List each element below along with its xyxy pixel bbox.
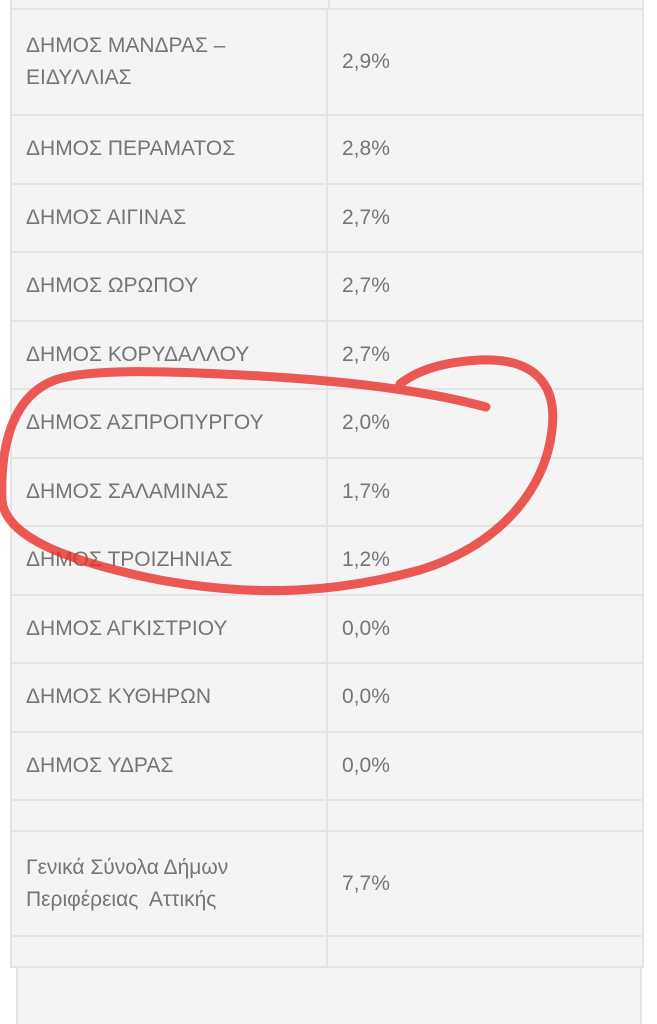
next-table-section [16, 968, 642, 1024]
percentage-value: 2,8% [326, 114, 644, 185]
percentage-value: 2,7% [326, 319, 644, 390]
percentage-value: 2,0% [326, 388, 644, 459]
municipality-name: ΔΗΜΟΣ ΩΡΩΠΟΥ [10, 251, 328, 322]
table-row: ΔΗΜΟΣ ΚΥΘΗΡΩΝ 0,0% [10, 662, 644, 733]
table-row: ΔΗΜΟΣ ΤΡΟΙΖΗΝΙΑΣ 1,2% [10, 525, 644, 596]
total-value: 7,7% [326, 830, 644, 937]
total-label-line1: Γενικά Σύνολα Δήμων [26, 855, 229, 879]
empty-cell [10, 935, 328, 968]
municipality-name: ΔΗΜΟΣ ΣΑΛΑΜΙΝΑΣ [10, 456, 328, 527]
total-label-line2: Περιφέρειας Αττικής [26, 887, 217, 911]
percentage-value: 2,7% [326, 182, 644, 253]
municipality-name: ΔΗΜΟΣ ΠΕΡΑΜΑΤΟΣ [10, 114, 328, 185]
table-top-edge [10, 0, 644, 8]
table-row: ΔΗΜΟΣ ΑΓΚΙΣΤΡΙΟΥ 0,0% [10, 593, 644, 664]
municipality-name: ΔΗΜΟΣ ΜΑΝΔΡΑΣ – ΕΙΔΥΛΛΙΑΣ [10, 8, 328, 116]
table-row: ΔΗΜΟΣ ΥΔΡΑΣ 0,0% [10, 730, 644, 801]
table-row: ΔΗΜΟΣ ΑΣΠΡΟΠΥΡΓΟΥ 2,0% [10, 388, 644, 459]
municipality-name: ΔΗΜΟΣ ΑΓΚΙΣΤΡΙΟΥ [10, 593, 328, 664]
total-row: Γενικά Σύνολα Δήμων Περιφέρειας Αττικής … [10, 830, 644, 937]
total-label: Γενικά Σύνολα Δήμων Περιφέρειας Αττικής [10, 830, 328, 937]
percentage-value: 1,7% [326, 456, 644, 527]
empty-row [10, 799, 644, 832]
municipality-name: ΔΗΜΟΣ ΤΡΟΙΖΗΝΙΑΣ [10, 525, 328, 596]
municipality-table: ΔΗΜΟΣ ΜΑΝΔΡΑΣ – ΕΙΔΥΛΛΙΑΣ 2,9% ΔΗΜΟΣ ΠΕΡ… [10, 8, 644, 968]
municipality-name: ΔΗΜΟΣ ΚΥΘΗΡΩΝ [10, 662, 328, 733]
table-row: ΔΗΜΟΣ ΩΡΩΠΟΥ 2,7% [10, 251, 644, 322]
percentage-value: 0,0% [326, 662, 644, 733]
table-row: ΔΗΜΟΣ ΚΟΡΥΔΑΛΛΟΥ 2,7% [10, 319, 644, 390]
municipality-name: ΔΗΜΟΣ ΥΔΡΑΣ [10, 730, 328, 801]
empty-row [10, 935, 644, 968]
percentage-value: 1,2% [326, 525, 644, 596]
table-row: ΔΗΜΟΣ ΠΕΡΑΜΑΤΟΣ 2,8% [10, 114, 644, 185]
table-row: ΔΗΜΟΣ ΑΙΓΙΝΑΣ 2,7% [10, 182, 644, 253]
percentage-value: 2,7% [326, 251, 644, 322]
municipality-name: ΔΗΜΟΣ ΚΟΡΥΔΑΛΛΟΥ [10, 319, 328, 390]
empty-cell [10, 799, 328, 832]
municipality-table-container: ΔΗΜΟΣ ΜΑΝΔΡΑΣ – ΕΙΔΥΛΛΙΑΣ 2,9% ΔΗΜΟΣ ΠΕΡ… [10, 0, 644, 968]
table-row: ΔΗΜΟΣ ΣΑΛΑΜΙΝΑΣ 1,7% [10, 456, 644, 527]
municipality-name: ΔΗΜΟΣ ΑΣΠΡΟΠΥΡΓΟΥ [10, 388, 328, 459]
municipality-name: ΔΗΜΟΣ ΑΙΓΙΝΑΣ [10, 182, 328, 253]
table-row: ΔΗΜΟΣ ΜΑΝΔΡΑΣ – ΕΙΔΥΛΛΙΑΣ 2,9% [10, 8, 644, 116]
percentage-value: 0,0% [326, 730, 644, 801]
percentage-value: 0,0% [326, 593, 644, 664]
empty-cell [326, 799, 644, 832]
percentage-value: 2,9% [326, 8, 644, 116]
empty-cell [326, 935, 644, 968]
